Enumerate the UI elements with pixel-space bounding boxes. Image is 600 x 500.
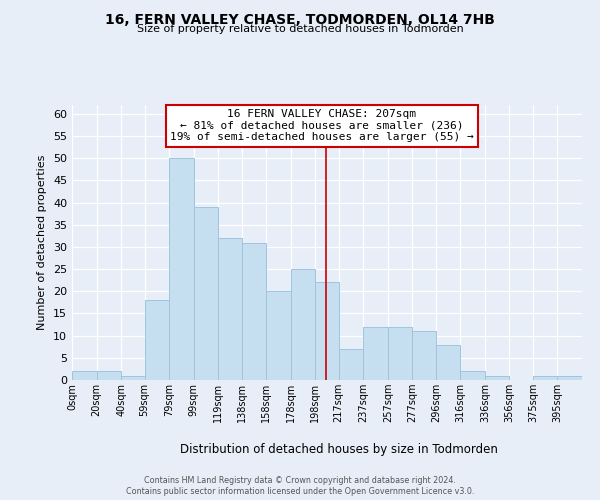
Bar bbox=[316, 282, 338, 380]
Bar bbox=[169, 158, 194, 380]
Bar bbox=[338, 349, 363, 380]
Bar bbox=[460, 371, 485, 380]
Bar bbox=[72, 371, 97, 380]
Text: Size of property relative to detached houses in Todmorden: Size of property relative to detached ho… bbox=[137, 24, 463, 34]
Bar bbox=[145, 300, 169, 380]
Bar bbox=[485, 376, 509, 380]
Bar bbox=[218, 238, 242, 380]
Bar bbox=[533, 376, 557, 380]
Bar bbox=[242, 242, 266, 380]
Text: 16 FERN VALLEY CHASE: 207sqm
← 81% of detached houses are smaller (236)
19% of s: 16 FERN VALLEY CHASE: 207sqm ← 81% of de… bbox=[170, 109, 474, 142]
Text: Distribution of detached houses by size in Todmorden: Distribution of detached houses by size … bbox=[180, 442, 498, 456]
Text: 16, FERN VALLEY CHASE, TODMORDEN, OL14 7HB: 16, FERN VALLEY CHASE, TODMORDEN, OL14 7… bbox=[105, 12, 495, 26]
Bar bbox=[412, 331, 436, 380]
Text: Contains HM Land Registry data © Crown copyright and database right 2024.: Contains HM Land Registry data © Crown c… bbox=[144, 476, 456, 485]
Bar bbox=[266, 292, 291, 380]
Bar bbox=[97, 371, 121, 380]
Bar bbox=[363, 327, 388, 380]
Bar bbox=[291, 269, 316, 380]
Text: Contains public sector information licensed under the Open Government Licence v3: Contains public sector information licen… bbox=[126, 488, 474, 496]
Bar bbox=[388, 327, 412, 380]
Bar bbox=[121, 376, 145, 380]
Bar bbox=[194, 207, 218, 380]
Bar bbox=[436, 344, 460, 380]
Bar bbox=[557, 376, 582, 380]
Y-axis label: Number of detached properties: Number of detached properties bbox=[37, 155, 47, 330]
